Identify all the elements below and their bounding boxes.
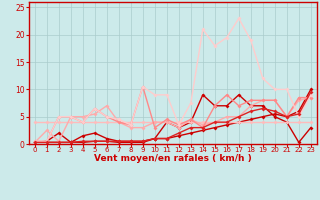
X-axis label: Vent moyen/en rafales ( km/h ): Vent moyen/en rafales ( km/h ) [94, 154, 252, 163]
